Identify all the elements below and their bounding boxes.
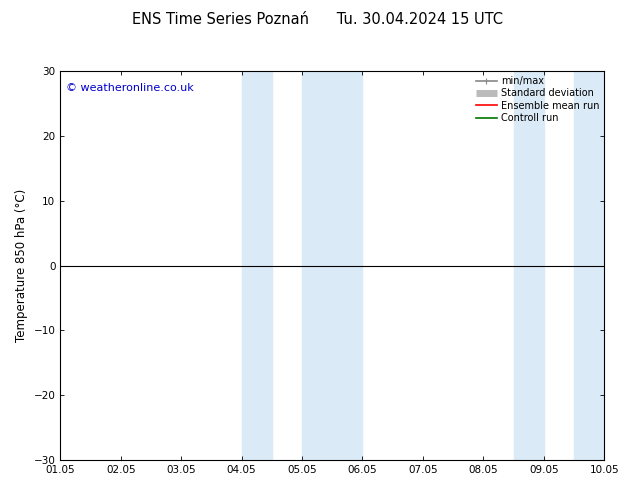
Bar [574,71,604,460]
Bar [514,71,544,460]
Y-axis label: Temperature 850 hPa (°C): Temperature 850 hPa (°C) [15,189,28,342]
Bar [302,71,363,460]
Text: © weatheronline.co.uk: © weatheronline.co.uk [66,83,193,93]
Text: ENS Time Series Poznań      Tu. 30.04.2024 15 UTC: ENS Time Series Poznań Tu. 30.04.2024 15… [131,12,503,27]
Legend: min/max, Standard deviation, Ensemble mean run, Controll run: min/max, Standard deviation, Ensemble me… [474,74,601,125]
Bar [242,71,272,460]
